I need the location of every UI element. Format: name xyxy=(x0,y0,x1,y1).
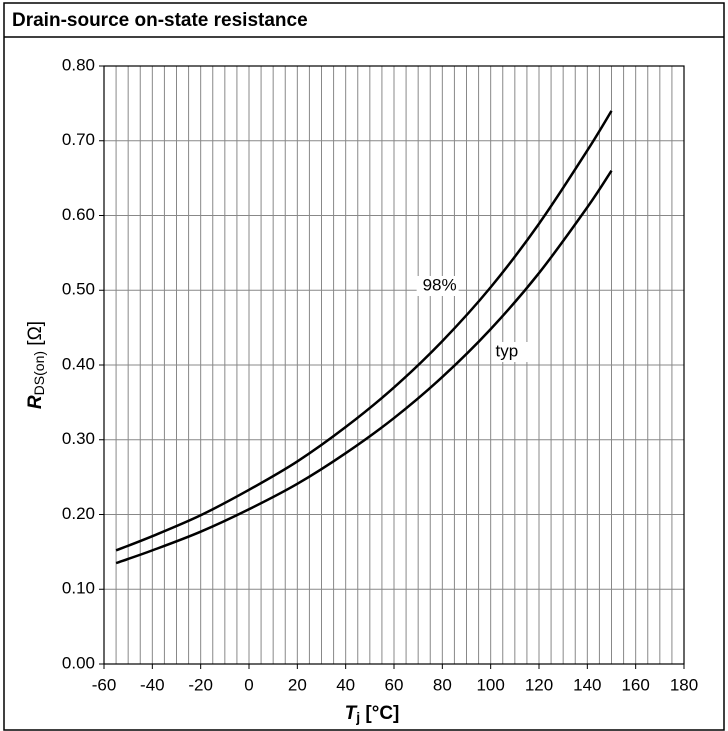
x-tick-label: 120 xyxy=(525,675,553,694)
x-tick-label: -60 xyxy=(92,675,117,694)
series-label-bg xyxy=(416,276,459,296)
plot-border xyxy=(103,65,685,665)
x-tick-label: 140 xyxy=(573,675,601,694)
y-tick-label: 0.20 xyxy=(62,504,95,523)
y-tick-label: 0.00 xyxy=(62,653,95,672)
series-label: 98% xyxy=(423,275,457,294)
y-axis-label: RDS(on) [Ω] xyxy=(25,321,47,409)
y-label-unit: [Ω] xyxy=(25,321,46,351)
series-line xyxy=(115,110,613,552)
y-tick-label: 0.70 xyxy=(62,130,95,149)
x-tick-label: -20 xyxy=(188,675,213,694)
x-tick-label: -40 xyxy=(140,675,165,694)
x-label-sub: j xyxy=(355,709,360,725)
series-line xyxy=(115,169,613,565)
x-tick-label: 160 xyxy=(621,675,649,694)
y-tick-label: 0.10 xyxy=(62,579,95,598)
y-label-sub: DS(on) xyxy=(31,351,47,395)
x-tick-label: 80 xyxy=(433,675,452,694)
series-label-bg xyxy=(493,342,528,362)
y-tick-label: 0.60 xyxy=(62,205,95,224)
x-tick-label: 20 xyxy=(288,675,307,694)
x-tick-label: 100 xyxy=(476,675,504,694)
x-tick-label: 40 xyxy=(336,675,355,694)
x-axis-label: Tj [°C] xyxy=(345,703,400,725)
x-tick-label: 0 xyxy=(244,675,253,694)
x-label-unit: [°C] xyxy=(360,703,399,724)
y-label-main: R xyxy=(25,395,46,409)
chart-title: Drain-source on-state resistance xyxy=(12,10,308,31)
frame xyxy=(3,2,725,731)
x-label-main: T xyxy=(345,703,358,724)
x-tick-label: 180 xyxy=(670,675,698,694)
y-tick-label: 0.80 xyxy=(62,55,95,74)
y-tick-label: 0.30 xyxy=(62,429,95,448)
y-tick-label: 0.50 xyxy=(62,280,95,299)
x-tick-label: 60 xyxy=(385,675,404,694)
series-label: typ xyxy=(496,341,519,360)
y-tick-label: 0.40 xyxy=(62,354,95,373)
